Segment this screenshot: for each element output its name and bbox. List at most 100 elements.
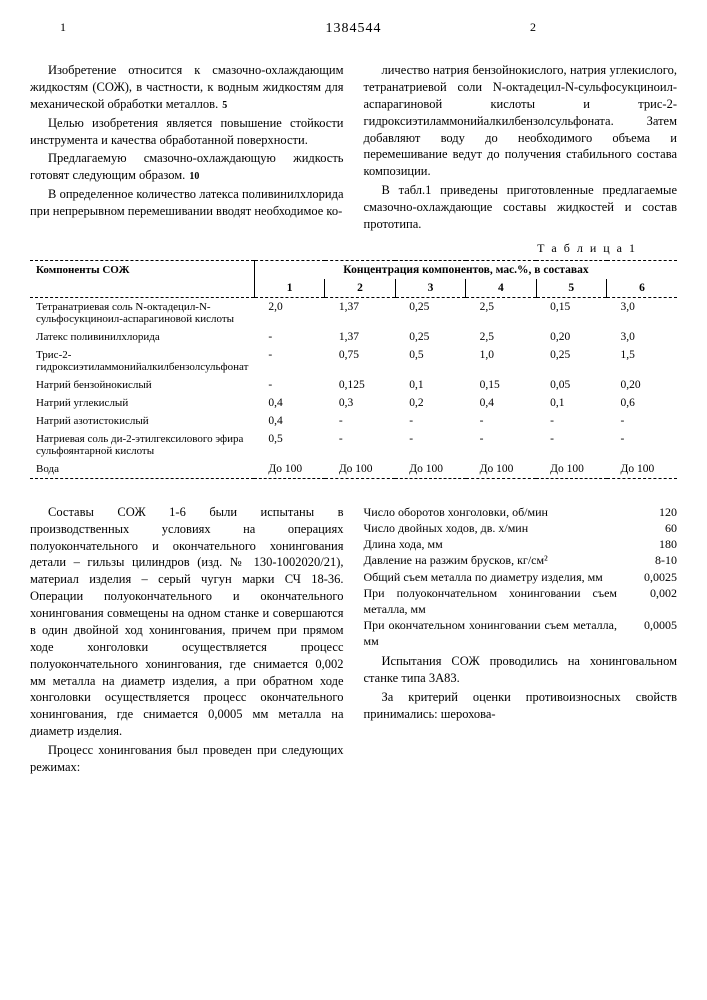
col-num: 2	[325, 279, 395, 298]
cell-value: -	[536, 430, 606, 460]
cell-value: 1,37	[325, 297, 395, 328]
table-row: Трис-2-гидроксиэтиламмонийалкилбензолсул…	[30, 346, 677, 376]
param-row: Общий съем металла по диаметру изделия, …	[364, 569, 678, 585]
para: Составы СОЖ 1-6 были испытаны в производ…	[30, 504, 344, 740]
row-label: Латекс поливинилхлорида	[30, 328, 254, 346]
cell-value: 0,4	[254, 394, 324, 412]
param-label: Число оборотов хонголовки, об/мин	[364, 504, 618, 520]
cell-value: 0,25	[395, 328, 465, 346]
col-num: 4	[466, 279, 536, 298]
line-marker-10: 10	[189, 171, 199, 182]
table-row: Натрий азотистокислый0,4-----	[30, 412, 677, 430]
param-label: Длина хода, мм	[364, 536, 618, 552]
table-row: Тетранатриевая соль N-октадецил-N-сульфо…	[30, 297, 677, 328]
cell-value: 0,15	[536, 297, 606, 328]
row-label: Натрий азотистокислый	[30, 412, 254, 430]
param-label: Давление на разжим брусков, кг/см²	[364, 552, 618, 568]
page-header: 1 1384544 2	[30, 20, 677, 37]
cell-value: 2,0	[254, 297, 324, 328]
bottom-columns: Составы СОЖ 1-6 были испытаны в производ…	[30, 504, 677, 778]
param-row: При полуокончательном хонинговании съем …	[364, 585, 678, 617]
table-header-row: Компоненты СОЖ Концентрация компонентов,…	[30, 260, 677, 279]
cell-value: -	[395, 430, 465, 460]
param-row: Длина хода, мм180	[364, 536, 678, 552]
para: Процесс хонингования был проведен при сл…	[30, 742, 344, 776]
param-label: При окончательном хонинговании съем мета…	[364, 617, 618, 649]
cell-value: 1,37	[325, 328, 395, 346]
cell-value: 2,5	[466, 328, 536, 346]
row-label: Тетранатриевая соль N-октадецил-N-сульфо…	[30, 297, 254, 328]
cell-value: 0,20	[607, 376, 677, 394]
col-right-bot: Число оборотов хонголовки, об/мин120Числ…	[364, 504, 678, 778]
param-value: 120	[617, 504, 677, 520]
param-row: Число двойных ходов, дв. х/мин60	[364, 520, 678, 536]
cell-value: 0,1	[536, 394, 606, 412]
col-num: 5	[536, 279, 606, 298]
table-row: Натриевая соль ди-2-этилгексилового эфир…	[30, 430, 677, 460]
row-label: Натрий углекислый	[30, 394, 254, 412]
para: Целью изобретения является повышение сто…	[30, 115, 344, 149]
row-label: Натриевая соль ди-2-этилгексилового эфир…	[30, 430, 254, 460]
cell-value: -	[607, 430, 677, 460]
cell-value: До 100	[466, 460, 536, 479]
cell-value: 3,0	[607, 297, 677, 328]
col-right-top: личество натрия бензойнокислого, натрия …	[364, 62, 678, 235]
param-value: 60	[617, 520, 677, 536]
cell-value: 0,15	[466, 376, 536, 394]
cell-value: 0,5	[254, 430, 324, 460]
cell-value: 0,75	[325, 346, 395, 376]
para: личество натрия бензойнокислого, натрия …	[364, 62, 678, 180]
cell-value: 0,1	[395, 376, 465, 394]
cell-value: 0,5	[395, 346, 465, 376]
param-label: Число двойных ходов, дв. х/мин	[364, 520, 618, 536]
para: За критерий оценки противоизносных свойс…	[364, 689, 678, 723]
cell-value: 0,6	[607, 394, 677, 412]
cell-value: 0,20	[536, 328, 606, 346]
cell-value: 0,4	[466, 394, 536, 412]
header-components: Компоненты СОЖ	[30, 260, 254, 297]
row-label: Натрий бензойнокислый	[30, 376, 254, 394]
col-left-bot: Составы СОЖ 1-6 были испытаны в производ…	[30, 504, 344, 778]
param-value: 180	[617, 536, 677, 552]
cell-value: -	[325, 412, 395, 430]
cell-value: 2,5	[466, 297, 536, 328]
composition-table: Компоненты СОЖ Концентрация компонентов,…	[30, 260, 677, 479]
line-marker-5: 5	[222, 100, 227, 111]
para: В табл.1 приведены приготовленные предла…	[364, 182, 678, 233]
table-row: Натрий углекислый0,40,30,20,40,10,6	[30, 394, 677, 412]
col-left-top: Изобретение относится к смазочно-охлажда…	[30, 62, 344, 235]
col-num: 3	[395, 279, 465, 298]
col-num: 6	[607, 279, 677, 298]
param-value: 0,0005	[617, 617, 677, 649]
col-num: 1	[254, 279, 324, 298]
cell-value: 1,0	[466, 346, 536, 376]
row-label: Трис-2-гидроксиэтиламмонийалкилбензолсул…	[30, 346, 254, 376]
table-title: Т а б л и ц а 1	[30, 241, 637, 256]
cell-value: -	[607, 412, 677, 430]
cell-value: -	[254, 346, 324, 376]
cell-value: -	[254, 376, 324, 394]
cell-value: До 100	[325, 460, 395, 479]
param-value: 0,0025	[617, 569, 677, 585]
para: В определенное количество латекса поливи…	[30, 186, 344, 220]
cell-value: 1,5	[607, 346, 677, 376]
cell-value: 0,05	[536, 376, 606, 394]
param-row: Давление на разжим брусков, кг/см²8-10	[364, 552, 678, 568]
cell-value: -	[325, 430, 395, 460]
doc-number: 1384544	[326, 21, 382, 36]
table-row: Натрий бензойнокислый-0,1250,10,150,050,…	[30, 376, 677, 394]
params-list: Число оборотов хонголовки, об/мин120Числ…	[364, 504, 678, 650]
top-columns: Изобретение относится к смазочно-охлажда…	[30, 62, 677, 235]
cell-value: 0,25	[395, 297, 465, 328]
para: Предлагаемую смазочно-охлаждающую жидкос…	[30, 150, 344, 184]
cell-value: 0,25	[536, 346, 606, 376]
header-concentration: Концентрация компонентов, мас.%, в соста…	[254, 260, 677, 279]
cell-value: -	[536, 412, 606, 430]
cell-value: -	[254, 328, 324, 346]
cell-value: До 100	[607, 460, 677, 479]
param-value: 0,002	[617, 585, 677, 617]
table-row: ВодаДо 100До 100До 100До 100До 100До 100	[30, 460, 677, 479]
cell-value: 0,3	[325, 394, 395, 412]
cell-value: 3,0	[607, 328, 677, 346]
cell-value: До 100	[395, 460, 465, 479]
